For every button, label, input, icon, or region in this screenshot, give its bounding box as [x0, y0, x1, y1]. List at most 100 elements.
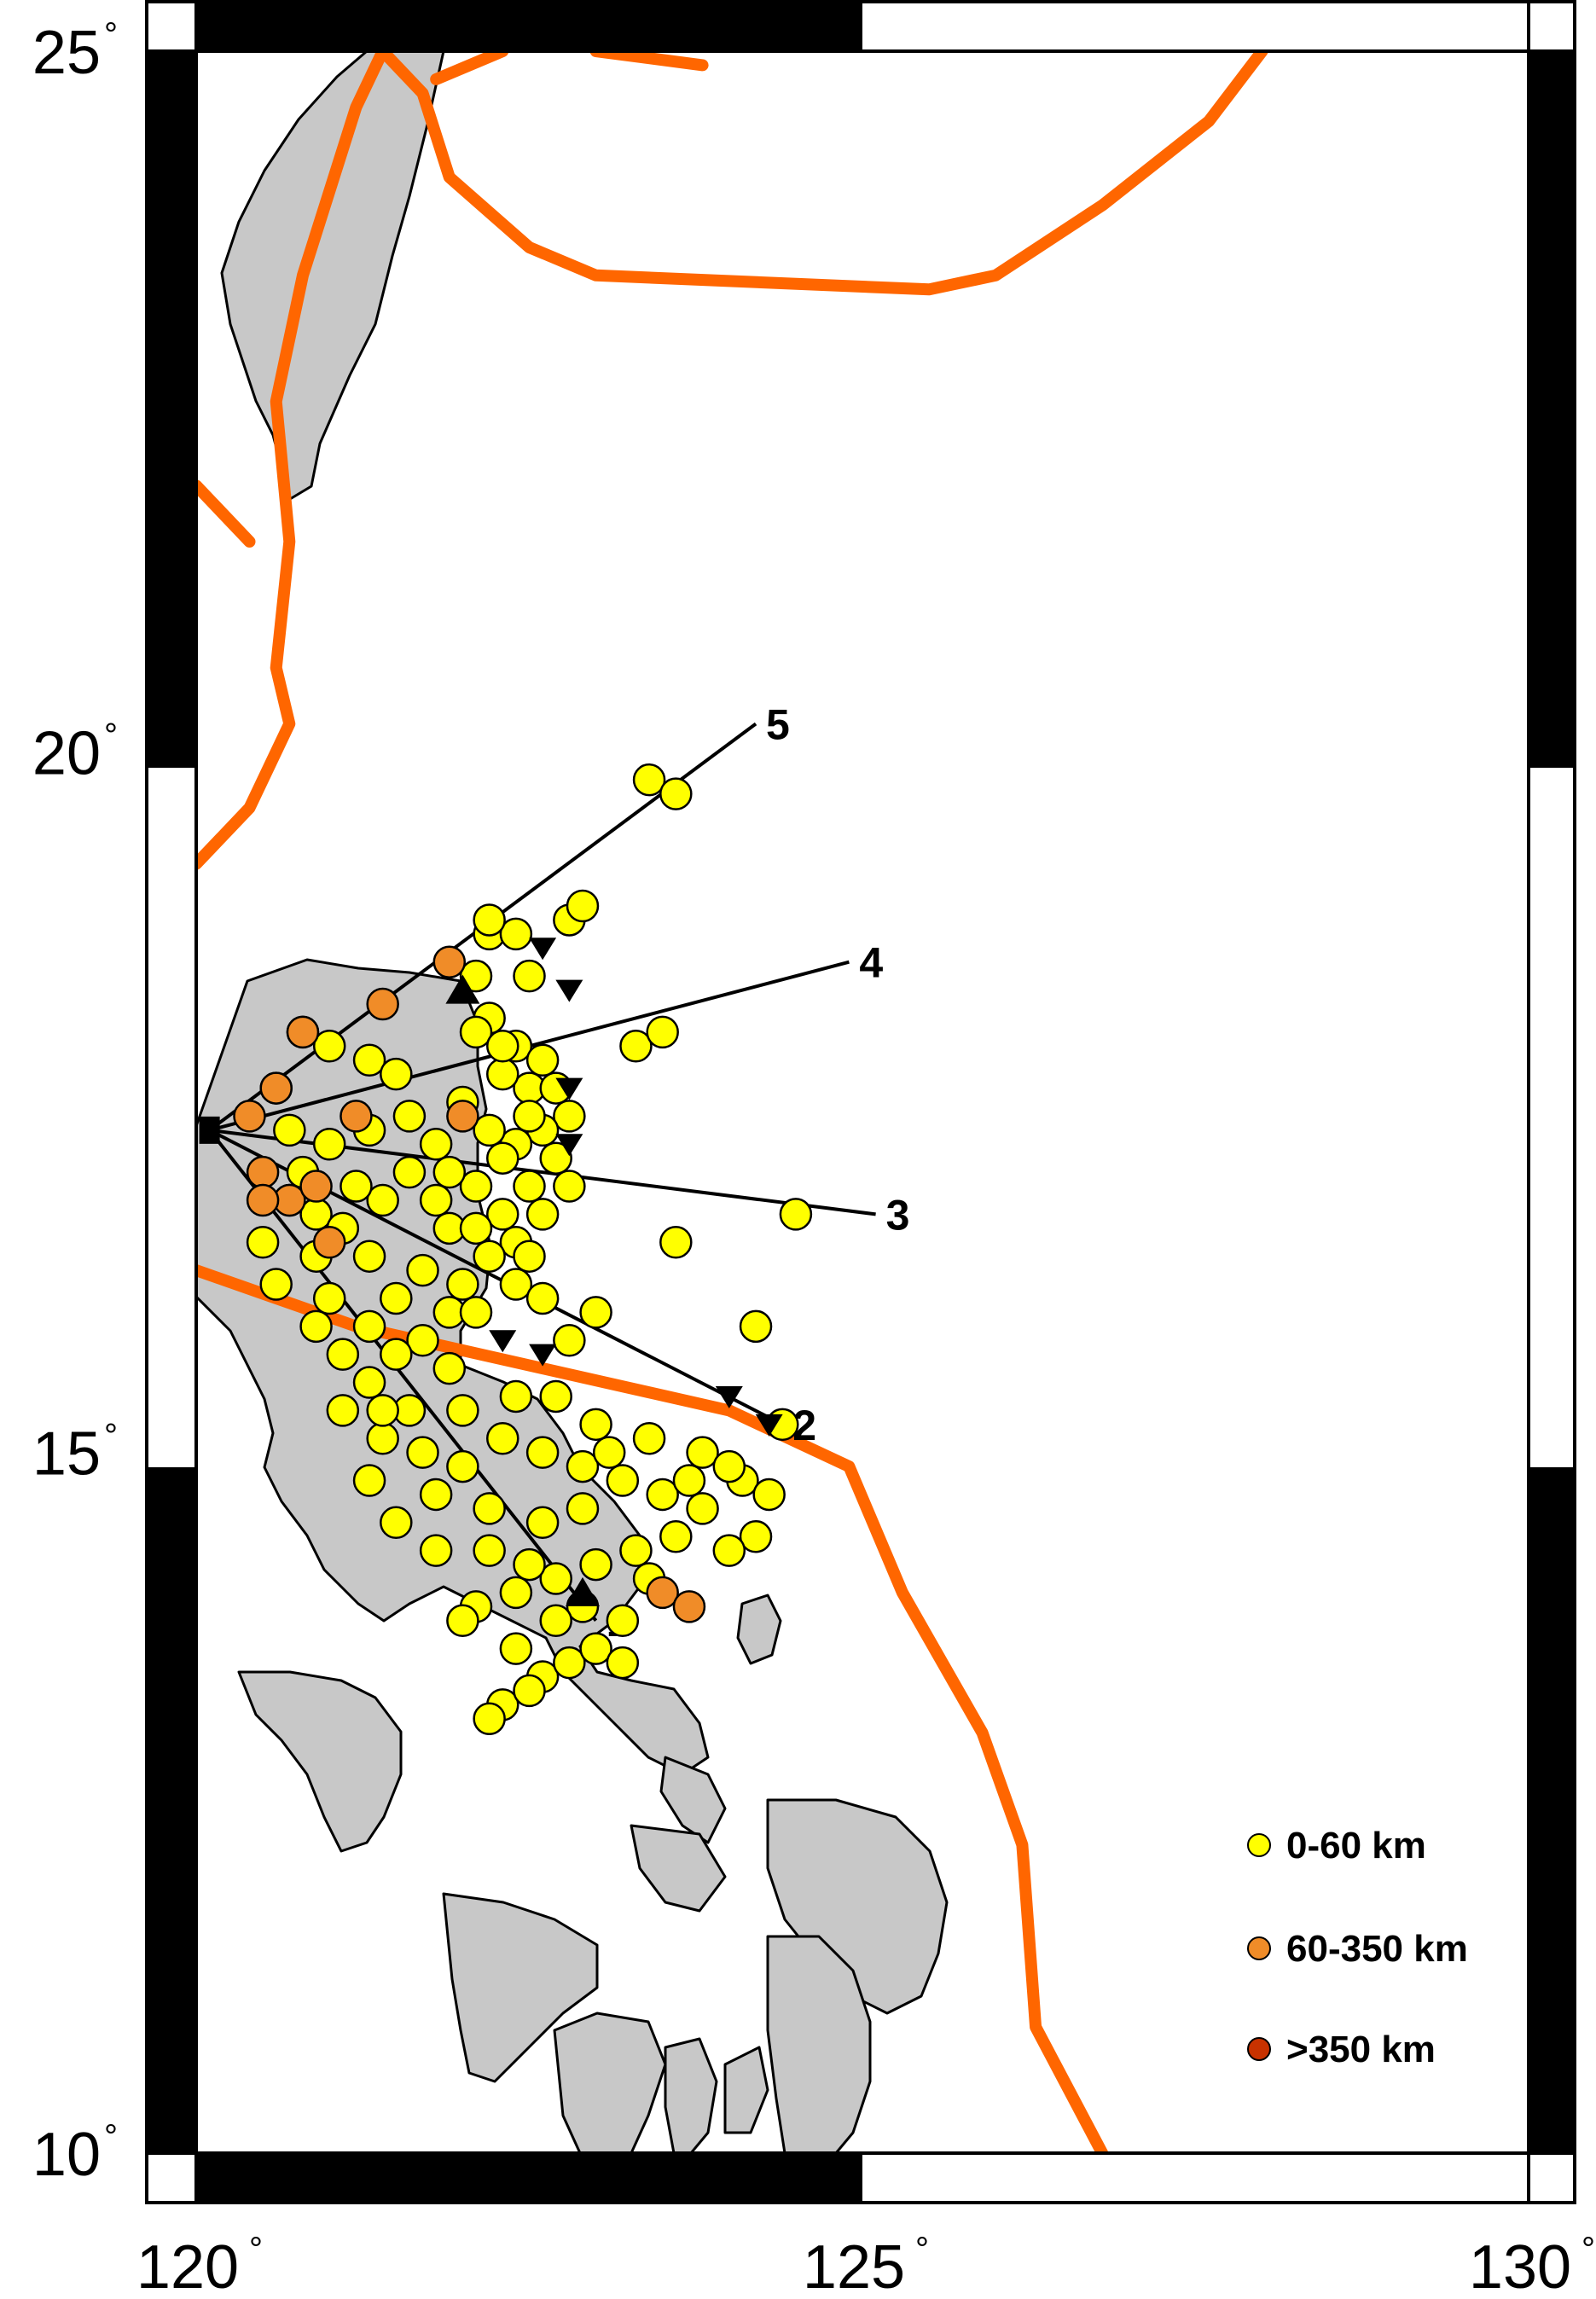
quake-intermediate — [233, 1100, 266, 1133]
quake-shallow — [486, 1421, 519, 1455]
y-tick-label-15: 15 — [32, 1420, 101, 1489]
landmass-leyte — [766, 1935, 872, 2153]
quake-shallow — [779, 1198, 813, 1231]
quake-shallow — [312, 1128, 346, 1161]
plate-boundary-3 — [376, 51, 1268, 296]
profile-origin-marker — [199, 1116, 220, 1144]
quake-shallow — [499, 1632, 533, 1665]
frame-right-black-2 — [1529, 1467, 1575, 2153]
quake-shallow — [299, 1309, 333, 1344]
y-tick-label-25: 25 — [32, 19, 101, 87]
quake-shallow — [459, 1170, 493, 1203]
plate-boundaries — [196, 51, 1268, 2153]
quake-shallow — [486, 1030, 519, 1063]
quake-shallow — [406, 1436, 439, 1469]
frame-right-black-1 — [1529, 51, 1575, 768]
station-marker-down — [555, 1077, 583, 1100]
map-frame — [145, 0, 1576, 2204]
quake-shallow — [459, 1296, 493, 1329]
quake-shallow — [366, 1183, 399, 1217]
quake-shallow — [486, 1198, 519, 1231]
landmass-masbate — [659, 1756, 727, 1844]
quake-shallow — [513, 1547, 546, 1582]
quake-intermediate — [312, 1226, 346, 1259]
quake-shallow — [446, 1268, 479, 1301]
quake-shallow — [352, 1043, 386, 1077]
quake-shallow — [380, 1338, 413, 1371]
quake-shallow — [513, 959, 546, 993]
quake-shallow — [513, 1100, 546, 1133]
quake-shallow — [473, 1492, 506, 1525]
quake-shallow — [659, 777, 693, 810]
earthquake-epicenters — [233, 763, 813, 1736]
quake-shallow — [712, 1534, 746, 1567]
y-tick-label-10: 10 — [32, 2121, 101, 2189]
quake-shallow — [392, 1100, 427, 1133]
quake-shallow — [352, 1366, 386, 1399]
x-tick-label-125: 125 — [803, 2233, 905, 2299]
station-marker-down — [529, 938, 557, 961]
station-marker-down — [555, 979, 583, 1002]
station-marker-down — [489, 1330, 517, 1353]
quake-intermediate — [646, 1576, 679, 1610]
landmass-panay — [442, 1892, 599, 2083]
quake-intermediate — [366, 987, 399, 1021]
quake-intermediate — [246, 1183, 280, 1217]
quake-shallow — [486, 1141, 519, 1175]
quake-shallow — [659, 1519, 693, 1553]
quake-shallow — [632, 1421, 666, 1455]
quake-shallow — [312, 1030, 346, 1063]
quake-shallow — [513, 1170, 546, 1203]
quake-shallow — [525, 1436, 560, 1469]
quake-shallow — [499, 1379, 533, 1414]
plate-boundary-5 — [589, 51, 709, 72]
stations — [445, 938, 783, 1606]
plate-boundary-6 — [196, 1264, 1109, 2153]
landmass-mindoro — [237, 1670, 403, 1853]
quake-shallow — [686, 1436, 719, 1469]
quake-intermediate — [259, 1071, 293, 1105]
quake-shallow — [473, 903, 506, 937]
quake-shallow — [380, 1281, 413, 1315]
quake-shallow — [473, 1113, 506, 1147]
frame-bottom-black — [196, 2153, 862, 2203]
quake-shallow — [486, 1057, 519, 1091]
quake-intermediate — [246, 1155, 280, 1189]
legend-label-shallow: 0-60 km — [1286, 1825, 1426, 1866]
quake-shallow — [579, 1632, 612, 1665]
quake-shallow — [312, 1281, 346, 1315]
legend-swatch-shallow — [1247, 1833, 1271, 1857]
legend: 0-60 km 60-350 km >350 km — [1247, 1825, 1468, 2070]
quake-intermediate — [446, 1100, 479, 1133]
quake-shallow — [392, 1155, 427, 1189]
y-tick-degree-15: ° — [104, 1418, 118, 1455]
quake-shallow — [553, 1170, 586, 1203]
legend-swatch-deep — [1247, 2037, 1271, 2061]
quake-shallow — [619, 1534, 653, 1567]
quake-shallow — [566, 1492, 600, 1525]
profile-label-5: 5 — [766, 700, 790, 748]
quake-shallow — [459, 1015, 493, 1049]
landmass-negros — [553, 2012, 667, 2153]
quake-shallow — [446, 1604, 479, 1638]
frame-corner-tl — [145, 0, 198, 53]
quake-shallow — [259, 1268, 293, 1301]
quake-intermediate — [299, 1170, 333, 1203]
quake-shallow — [459, 959, 493, 993]
quake-shallow — [619, 1030, 653, 1063]
legend-label-intermediate: 60-350 km — [1286, 1928, 1468, 1970]
x-tick-label-120: 120 — [136, 2233, 239, 2299]
x-tick-degree-130: ° — [1581, 2231, 1595, 2268]
x-tick-degree-125: ° — [915, 2231, 929, 2268]
landmass-sibuyan — [630, 1824, 727, 1913]
legend-label-deep: >350 km — [1286, 2029, 1436, 2070]
quake-shallow — [606, 1604, 640, 1638]
quake-shallow — [499, 1576, 533, 1610]
quake-shallow — [432, 1155, 467, 1189]
quake-shallow — [592, 1436, 626, 1469]
quake-shallow — [340, 1170, 373, 1203]
y-tick-degree-10: ° — [104, 2118, 118, 2156]
quake-shallow — [406, 1324, 439, 1357]
station-marker-up — [565, 1576, 600, 1606]
